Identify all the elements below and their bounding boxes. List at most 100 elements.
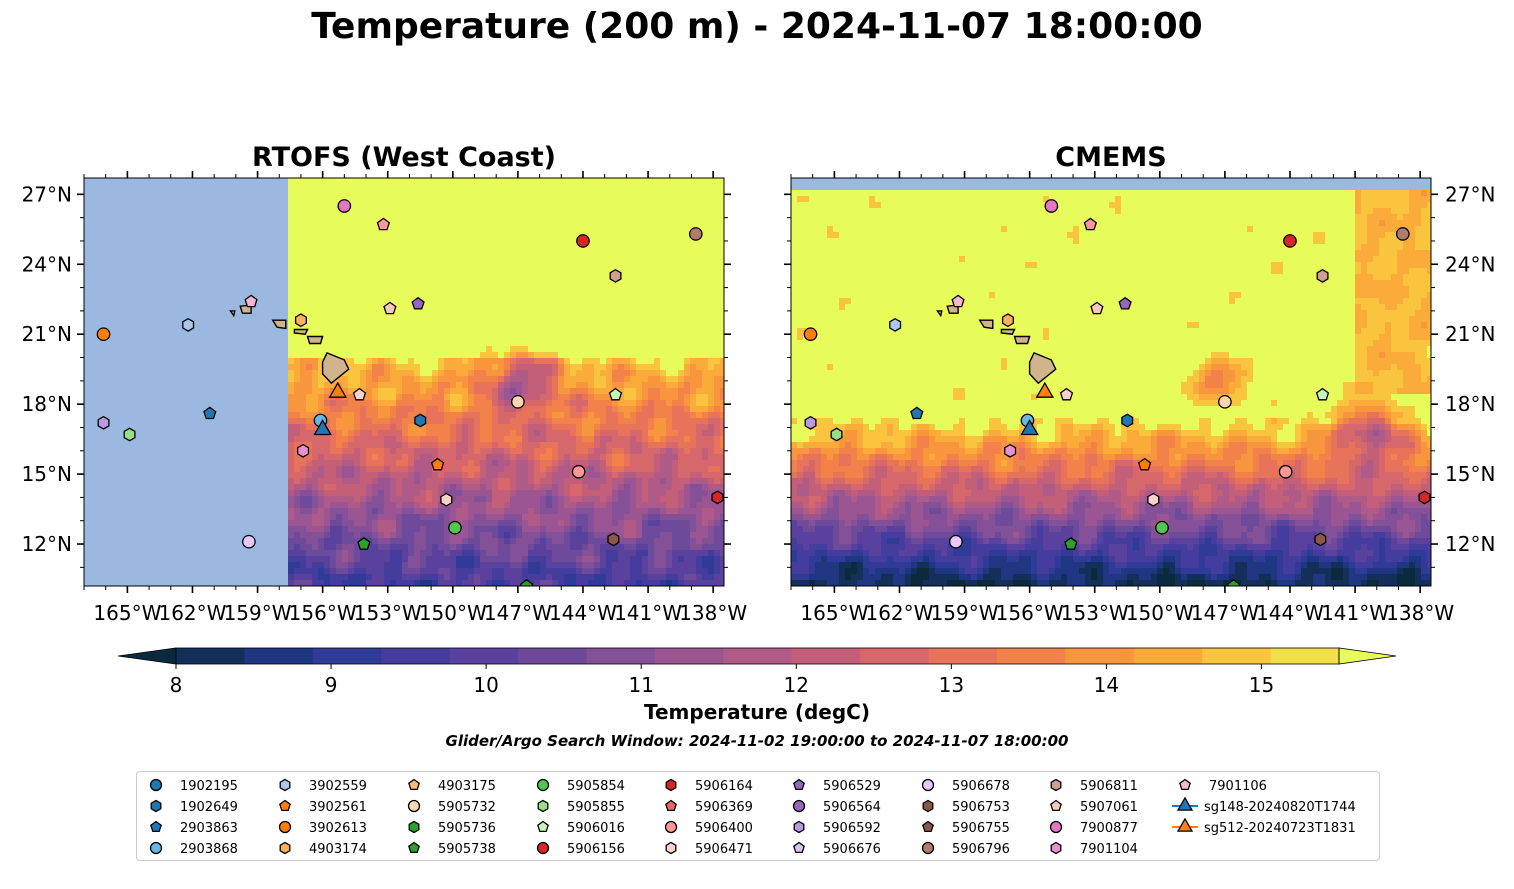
legend-marker: [150, 799, 162, 813]
legend-label: 5906369: [695, 800, 753, 815]
legend-label: 5906400: [695, 821, 753, 836]
legend-entry: 5906678: [921, 778, 1010, 794]
marker-7901106: [244, 294, 258, 308]
legend-label: 5906564: [823, 800, 881, 815]
marker-5906592: [804, 415, 817, 430]
legend-marker: [150, 820, 162, 833]
legend-marker: [793, 841, 805, 854]
panel-frame: [83, 177, 725, 587]
legend-entry: 5905732: [407, 799, 496, 815]
legend-marker: [408, 820, 420, 834]
marker-5906796: [688, 227, 703, 241]
legend-label: 5905854: [567, 779, 625, 794]
legend-entry: 5906156: [536, 841, 625, 857]
marker-7901106: [951, 294, 965, 308]
legend-marker: [1176, 796, 1194, 811]
marker-extra-1: [1083, 217, 1098, 231]
island-hawaii: [1028, 352, 1057, 385]
legend-entry: 5906796: [921, 841, 1010, 857]
marker-4903174: [294, 313, 307, 328]
marker-1902649: [414, 413, 427, 428]
legend-marker: [665, 778, 677, 792]
marker-5906400: [571, 464, 586, 479]
marker-3902613: [803, 327, 818, 342]
axis-ticks: 165°W162°W159°W156°W153°W150°W147°W144°W…: [22, 171, 747, 625]
marker-extra-2: [1059, 387, 1074, 401]
legend-marker: [921, 778, 935, 792]
marker-5906164: [711, 490, 724, 505]
x-tick-label: 144°W: [549, 601, 617, 625]
marker-5906164: [1418, 490, 1431, 505]
legend-entry: 4903175: [408, 778, 496, 794]
y-tick-label: 24°N: [22, 252, 72, 276]
colorbar-frame: [175, 647, 1340, 665]
legend-entry: 5906471: [665, 841, 753, 857]
legend-marker: [1050, 841, 1062, 855]
colorbar-bin: [1065, 648, 1135, 664]
y-tick-label: 27°N: [22, 182, 72, 206]
marker-extra-4: [519, 578, 534, 586]
colorbar-bin: [654, 648, 724, 664]
marker-5905854: [1155, 520, 1169, 535]
legend-entry: 5907061: [1050, 799, 1138, 815]
legend-marker: [922, 799, 934, 813]
legend-label: 7901106: [1209, 779, 1267, 794]
island-oahu: [978, 319, 994, 330]
marker-sg148-20240820T1744: [1020, 419, 1039, 436]
island-niihau: [936, 310, 943, 318]
legend-marker: [921, 841, 935, 855]
legend-entry: sg512-20240723T1831: [1172, 817, 1356, 836]
search-window-note: Glider/Argo Search Window: 2024-11-02 19…: [445, 732, 1069, 750]
marker-extra-0: [1218, 394, 1232, 409]
marker-7900877: [337, 199, 352, 213]
legend-label: 5906755: [952, 821, 1010, 836]
colorbar-bin: [791, 648, 861, 664]
legend-marker: [278, 820, 292, 834]
marker-5905738: [1064, 536, 1078, 550]
island-maui: [1013, 335, 1031, 345]
legend-marker: [1050, 778, 1062, 792]
legend-entry: sg148-20240820T1744: [1172, 796, 1356, 815]
legend-entry: 4903174: [279, 841, 367, 857]
legend-entry: 2903868: [149, 841, 238, 857]
x-tick-label: 138°W: [679, 601, 747, 625]
legend-label: 5905738: [438, 842, 496, 857]
colorbar-bin: [1202, 648, 1272, 664]
marker-5906753: [1314, 532, 1327, 547]
marker-5905855: [830, 427, 843, 442]
colorbar-tick-label: 11: [628, 673, 653, 697]
marker-5906529: [411, 296, 425, 310]
marker-5906678: [949, 534, 963, 549]
legend-label: 5905732: [438, 800, 496, 815]
marker-5905855: [123, 427, 136, 442]
marker-2903863: [203, 406, 217, 420]
marker-3902561: [430, 457, 445, 471]
colorbar-bin: [312, 648, 382, 664]
float-markers: [803, 199, 1431, 586]
legend-entry: 5906753: [922, 799, 1010, 815]
panel-title-rtofs: RTOFS (West Coast): [252, 142, 556, 173]
island-hawaii: [321, 352, 350, 385]
legend-entry: 5906529: [793, 778, 881, 794]
colorbar-bin: [1270, 648, 1340, 664]
x-tick-label: 150°W: [1126, 601, 1194, 625]
marker-5906016: [1315, 387, 1330, 401]
legend-label: 5906529: [823, 779, 881, 794]
colorbar-bin: [928, 648, 998, 664]
colorbar-tick-label: 14: [1094, 673, 1119, 697]
marker-5906156: [1283, 234, 1297, 248]
panel-title-cmems: CMEMS: [1055, 142, 1167, 173]
panel-cmems: 165°W162°W159°W156°W153°W150°W147°W144°W…: [784, 171, 1495, 625]
legend-entry: 5906592: [793, 820, 881, 836]
legend-marker: [149, 841, 163, 855]
x-tick-label: 162°W: [158, 601, 226, 625]
x-tick-label: 144°W: [1256, 601, 1324, 625]
x-tick-label: 147°W: [1191, 601, 1259, 625]
marker-extra-0: [511, 394, 525, 409]
legend-marker: [664, 820, 678, 834]
legend-label: 5906676: [823, 842, 881, 857]
float-markers: [96, 199, 724, 586]
island-maui: [306, 335, 324, 345]
legend-entry: 1902649: [150, 799, 238, 815]
legend-entry: 5905736: [408, 820, 496, 836]
